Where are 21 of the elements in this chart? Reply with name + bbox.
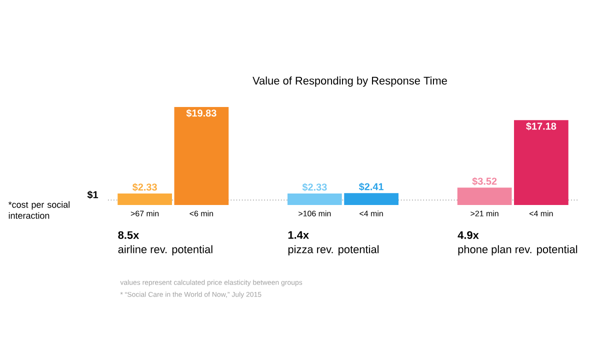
- data-label: $19.83: [186, 109, 216, 118]
- text: *cost per social interaction: [8, 201, 70, 219]
- text: 8.5x: [118, 231, 140, 239]
- ref-line-label: $1: [87, 190, 98, 199]
- text: 1.4x: [288, 231, 309, 239]
- bar: [344, 193, 398, 205]
- bar: [118, 193, 172, 205]
- bar: [288, 193, 342, 205]
- data-label: $2.33: [132, 183, 157, 192]
- data-label: $3.52: [472, 177, 497, 186]
- data-label: $2.41: [358, 182, 384, 191]
- text: pizza rev. potential: [288, 245, 379, 256]
- data-label: $17.18: [526, 122, 556, 130]
- bar: [514, 120, 568, 205]
- bar: [457, 188, 512, 205]
- bar: [174, 106, 229, 205]
- text: 4.9x: [458, 231, 479, 239]
- chart-title: Value of Responding by Response Time: [252, 76, 447, 87]
- text: phone plan rev. potential: [458, 245, 578, 256]
- text: airline rev. potential: [118, 245, 212, 256]
- data-label: $2.33: [302, 183, 327, 192]
